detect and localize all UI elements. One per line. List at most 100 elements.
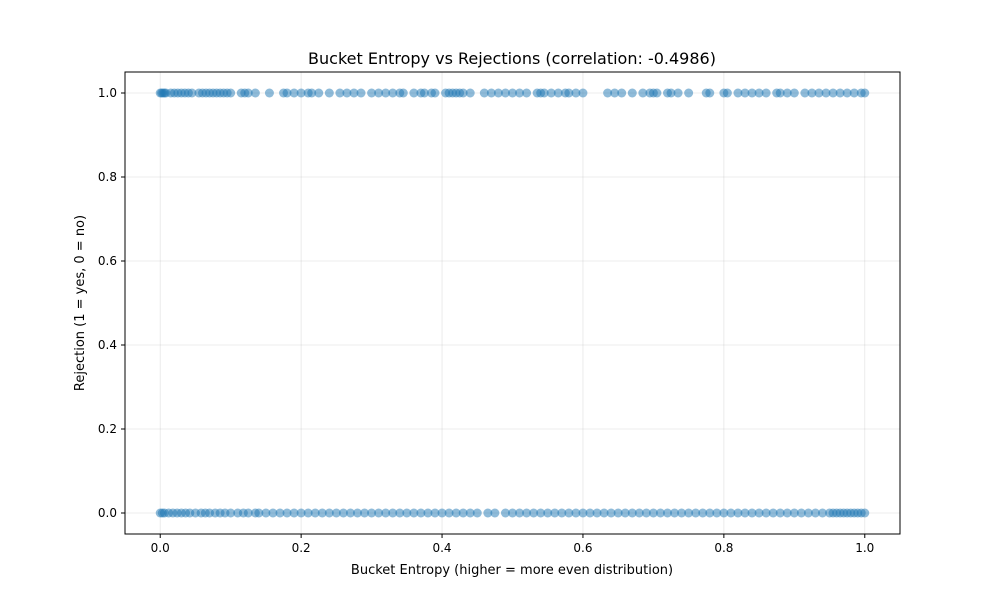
plot-area-frame: [124, 71, 901, 535]
data-point: [458, 88, 468, 98]
data-point: [606, 508, 616, 518]
data-point: [603, 88, 613, 98]
data-point: [349, 88, 359, 98]
data-point: [571, 508, 581, 518]
data-point: [677, 508, 687, 518]
data-point: [719, 508, 729, 518]
data-point: [557, 508, 567, 518]
data-point: [324, 508, 334, 518]
data-point: [726, 508, 736, 518]
data-point: [789, 88, 799, 98]
data-point: [842, 88, 852, 98]
data-point: [345, 508, 355, 518]
data-point: [543, 508, 553, 518]
data-point: [578, 88, 588, 98]
data-point: [818, 508, 827, 518]
data-point: [303, 508, 313, 518]
data-point: [789, 508, 799, 518]
data-point: [250, 88, 260, 98]
data-point: [458, 508, 468, 518]
data-point: [522, 508, 532, 518]
data-point: [620, 508, 630, 518]
data-point: [226, 508, 236, 518]
y-tick-label: 0.0: [98, 506, 117, 520]
data-point: [733, 88, 743, 98]
data-point: [782, 88, 792, 98]
data-point: [465, 508, 475, 518]
data-point: [374, 88, 384, 98]
data-point: [775, 508, 785, 518]
data-point: [381, 508, 391, 518]
data-point: [796, 508, 806, 518]
data-point: [338, 508, 348, 518]
data-point: [648, 508, 658, 518]
data-point: [571, 88, 581, 98]
data-point: [655, 508, 665, 518]
data-point: [356, 88, 366, 98]
data-point: [754, 508, 764, 518]
x-tick-label: 0.4: [432, 541, 451, 555]
y-tick-label: 0.6: [98, 254, 117, 268]
data-point: [652, 88, 662, 98]
data-point: [324, 88, 334, 98]
data-point: [419, 88, 429, 98]
x-tick-label: 0.6: [573, 541, 592, 555]
data-point: [381, 88, 391, 98]
data-point: [828, 88, 838, 98]
data-point: [423, 508, 433, 518]
data-point: [282, 88, 292, 98]
data-point: [673, 88, 683, 98]
data-point: [705, 88, 715, 98]
data-point: [761, 508, 771, 518]
data-point: [684, 508, 694, 518]
data-point: [187, 88, 197, 98]
data-point: [684, 88, 694, 98]
data-point: [500, 88, 510, 98]
data-point: [546, 88, 556, 98]
data-point: [388, 88, 398, 98]
data-point: [307, 88, 317, 98]
data-point: [500, 508, 510, 518]
data-point: [388, 508, 398, 518]
data-point: [331, 508, 341, 518]
chart-title: Bucket Entropy vs Rejections (correlatio…: [308, 49, 716, 68]
data-points: [155, 88, 870, 518]
data-point: [800, 88, 810, 98]
y-tick-label: 0.4: [98, 338, 117, 352]
data-point: [712, 508, 722, 518]
data-point: [638, 88, 648, 98]
data-point: [666, 88, 676, 98]
x-tick-label: 0.2: [292, 541, 311, 555]
data-point: [529, 508, 539, 518]
data-point: [613, 508, 623, 518]
data-point: [610, 88, 620, 98]
data-point: [296, 88, 306, 98]
data-point: [508, 508, 517, 518]
data-point: [627, 88, 637, 98]
data-point: [810, 508, 820, 518]
data-point: [599, 508, 609, 518]
data-point: [367, 88, 377, 98]
data-point: [243, 508, 253, 518]
data-point: [803, 508, 813, 518]
data-point: [360, 508, 370, 518]
data-point: [627, 508, 637, 518]
data-point: [522, 88, 532, 98]
data-point: [374, 508, 384, 518]
data-point: [821, 88, 831, 98]
data-point: [479, 88, 489, 98]
data-point: [335, 88, 345, 98]
data-point: [592, 508, 602, 518]
data-point: [768, 508, 778, 518]
data-point: [296, 508, 306, 518]
data-point: [807, 88, 817, 98]
data-point: [641, 508, 651, 518]
data-point: [747, 88, 757, 98]
data-point: [740, 88, 750, 98]
data-point: [264, 88, 274, 98]
x-axis-label: Bucket Entropy (higher = more even distr…: [351, 563, 673, 578]
data-point: [430, 508, 440, 518]
y-tick-label: 0.8: [98, 170, 117, 184]
data-point: [761, 88, 771, 98]
